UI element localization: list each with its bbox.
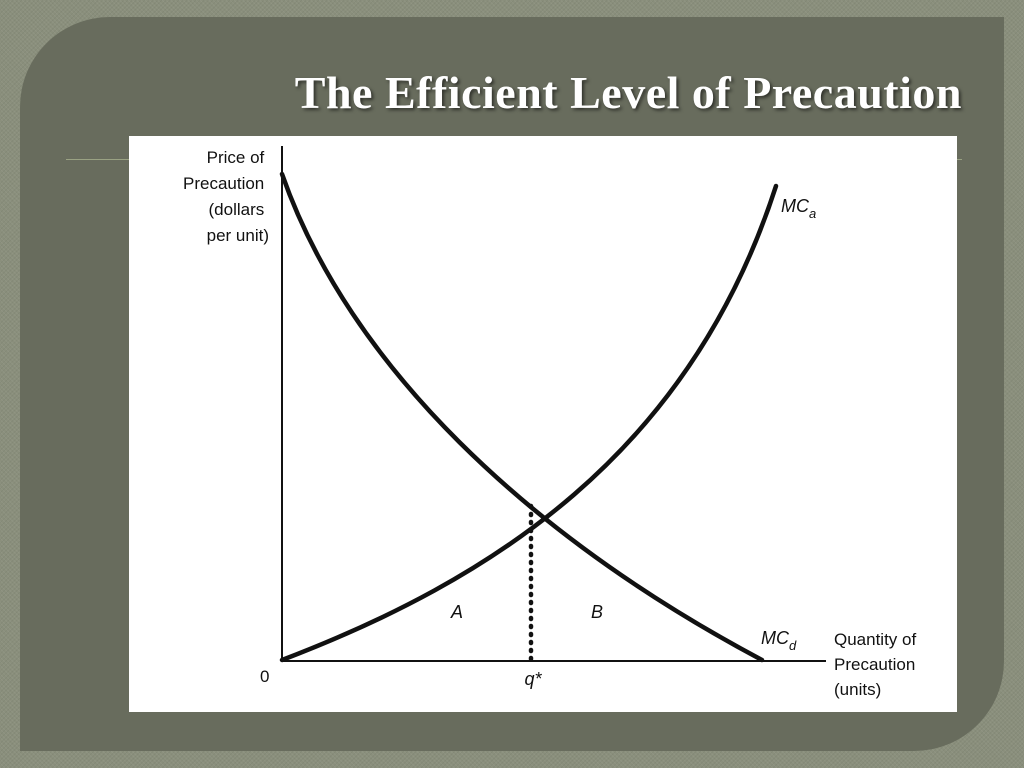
origin-label: 0 <box>260 667 269 686</box>
mcd-label-main: MC <box>761 628 790 648</box>
mcd-curve <box>279 171 765 663</box>
mcd-label-subscript: d <box>789 638 797 653</box>
mca-label-subscript: a <box>809 206 816 221</box>
y-axis-label: Price of Precaution (dollars per unit) <box>183 148 269 245</box>
mca-label-main: MC <box>781 196 810 216</box>
y-axis-label-line-2: Precaution <box>183 174 264 193</box>
x-axis-label-line-1: Quantity of <box>834 630 916 649</box>
area-label-a: A <box>450 602 463 622</box>
area-label-b: B <box>591 602 603 622</box>
diagram-svg: Price of Precaution (dollars per unit) 0… <box>183 146 921 699</box>
mca-curve <box>279 183 779 663</box>
slide-title: The Efficient Level of Precaution <box>294 67 962 118</box>
y-axis-label-line-3: (dollars <box>209 200 265 219</box>
q-star-label: q* <box>524 669 542 689</box>
y-axis-label-line-4: per unit) <box>207 226 269 245</box>
x-axis-label-line-2: Precaution <box>834 655 915 674</box>
x-axis-label-line-3: (units) <box>834 680 881 699</box>
mcd-label: MCd <box>761 628 797 653</box>
precaution-diagram: Price of Precaution (dollars per unit) 0… <box>129 136 957 712</box>
y-axis-label-line-1: Price of <box>207 148 265 167</box>
mca-label: MCa <box>781 196 816 221</box>
x-axis-label: Quantity of Precaution (units) <box>834 630 921 699</box>
